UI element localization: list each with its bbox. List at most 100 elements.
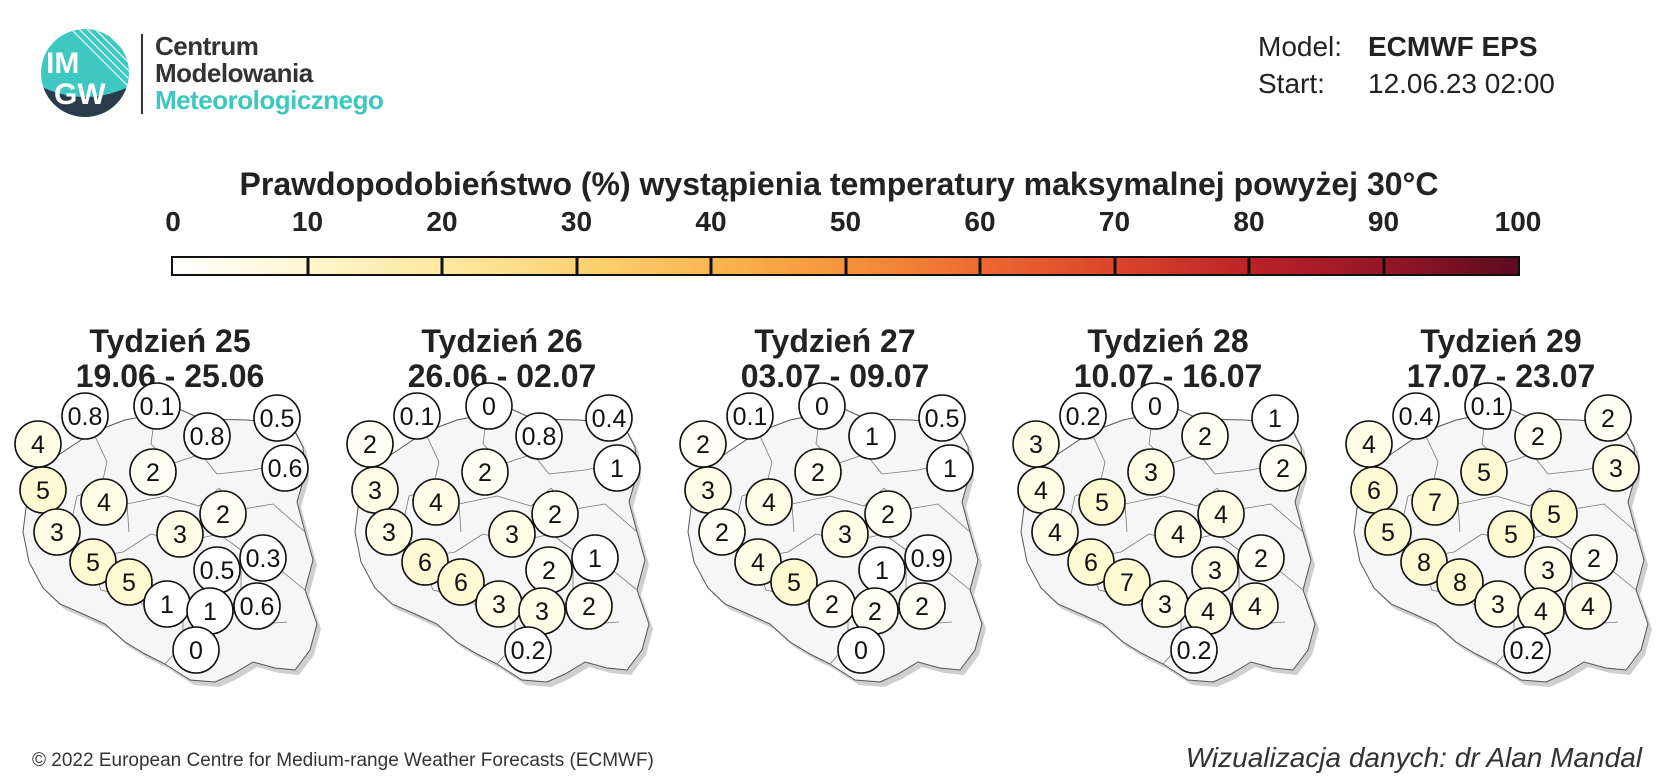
- probability-circle: [515, 412, 563, 460]
- probability-circle: [465, 382, 513, 430]
- probability-marker: 8: [1436, 558, 1484, 606]
- probability-value: 2: [1587, 545, 1601, 573]
- probability-value: 3: [535, 598, 549, 626]
- week-panel: Tydzień 25 19.06 - 25.06 0.8 0.1 0.8 0.5 4 0.6 2…: [5, 320, 335, 720]
- week-title: Tydzień 29: [1420, 323, 1582, 359]
- probability-marker: 0.1: [726, 392, 774, 440]
- probability-value: 0.2: [1510, 637, 1545, 665]
- probability-circle: [1592, 444, 1640, 492]
- probability-circle: [1487, 510, 1535, 558]
- probability-value: 5: [1547, 501, 1561, 529]
- probability-circle: [1259, 444, 1307, 492]
- probability-circle: [1131, 382, 1179, 430]
- probability-marker: 7: [1103, 558, 1151, 606]
- probability-circle: [593, 444, 641, 492]
- probability-circle: [504, 626, 552, 674]
- probability-value: 0.5: [925, 405, 960, 433]
- probability-marker: 4: [1184, 587, 1232, 635]
- probability-circle: [1400, 538, 1448, 586]
- probability-circle: [585, 394, 633, 442]
- probability-circle: [69, 538, 117, 586]
- probability-value: 0: [482, 393, 496, 421]
- probability-marker: 0.5: [193, 546, 241, 594]
- week-title: Tydzień 28: [1087, 323, 1249, 359]
- probability-value: 5: [122, 569, 136, 597]
- probability-value: 1: [610, 455, 624, 483]
- probability-circle: [531, 490, 579, 538]
- probability-value: 0: [854, 637, 868, 665]
- probability-marker: 3: [1127, 448, 1175, 496]
- probability-value: 3: [1609, 455, 1623, 483]
- probability-marker: 1: [858, 546, 906, 594]
- probability-marker: 7: [1411, 478, 1459, 526]
- probability-circle: [565, 582, 613, 630]
- probability-marker: 3: [1191, 546, 1239, 594]
- probability-circle: [1584, 394, 1632, 442]
- probability-value: 5: [1381, 519, 1395, 547]
- probability-value: 5: [1477, 459, 1491, 487]
- probability-value: 6: [1367, 477, 1381, 505]
- probability-value: 0.8: [522, 423, 557, 451]
- colorbar-tick-mark: [1247, 256, 1251, 276]
- probability-value: 3: [1144, 459, 1158, 487]
- probability-marker: 3: [33, 508, 81, 556]
- probability-circle: [794, 448, 842, 496]
- probability-marker: 2: [1514, 412, 1562, 460]
- probability-marker: 0.1: [393, 392, 441, 440]
- probability-value: 1: [203, 598, 217, 626]
- probability-marker: 0.1: [133, 382, 181, 430]
- probability-marker: 0: [1131, 382, 1179, 430]
- probability-marker: 5: [105, 558, 153, 606]
- probability-circle: [1364, 508, 1412, 556]
- probability-value: 5: [787, 569, 801, 597]
- probability-circle: [105, 558, 153, 606]
- probability-value: 1: [865, 423, 879, 451]
- probability-marker: 1: [926, 444, 974, 492]
- colorbar-tick-label: 20: [426, 206, 458, 237]
- probability-value: 4: [751, 549, 765, 577]
- probability-value: 0: [815, 393, 829, 421]
- probability-marker: 3: [1474, 580, 1522, 628]
- probability-value: 2: [1198, 423, 1212, 451]
- probability-value: 0.6: [268, 455, 303, 483]
- probability-circle: [848, 412, 896, 460]
- probability-circle: [156, 510, 204, 558]
- probability-value: 0.4: [1399, 403, 1434, 431]
- probability-circle: [821, 510, 869, 558]
- probability-value: 7: [1120, 569, 1134, 597]
- probability-marker: 2: [531, 490, 579, 538]
- probability-circle: [734, 538, 782, 586]
- probability-value: 5: [1504, 521, 1518, 549]
- probability-marker: 0.1: [1464, 382, 1512, 430]
- probability-circle: [253, 394, 301, 442]
- colorbar-legend: 0 10 20 30 40 50 60 70 80 90 100: [165, 206, 1541, 278]
- probability-marker: 2: [698, 508, 746, 556]
- probability-value: 0.6: [240, 593, 275, 621]
- logo-divider: [141, 34, 143, 114]
- probability-circle: [1251, 394, 1299, 442]
- probability-marker: 0.4: [585, 394, 633, 442]
- probability-circle: [837, 626, 885, 674]
- probability-circle: [1460, 448, 1508, 496]
- model-label: Model:: [1258, 31, 1343, 62]
- model-value: ECMWF EPS: [1368, 31, 1538, 62]
- probability-marker: 4: [1345, 420, 1393, 468]
- probability-value: 0.1: [733, 403, 768, 431]
- colorbar-tick-mark: [440, 256, 444, 276]
- probability-circle: [133, 382, 181, 430]
- colorbar-tick-label: 70: [1098, 206, 1131, 237]
- probability-marker: 0.8: [515, 412, 563, 460]
- probability-value: 1: [1268, 405, 1282, 433]
- probability-marker: 2: [199, 490, 247, 538]
- probability-circle: [1181, 412, 1229, 460]
- probability-circle: [571, 534, 619, 582]
- week-title: Tydzień 25: [89, 323, 251, 359]
- colorbar-tick-mark: [709, 256, 713, 276]
- colorbar-tick-label: 10: [291, 206, 324, 237]
- probability-circle: [1514, 412, 1562, 460]
- probability-value: 4: [1034, 477, 1048, 505]
